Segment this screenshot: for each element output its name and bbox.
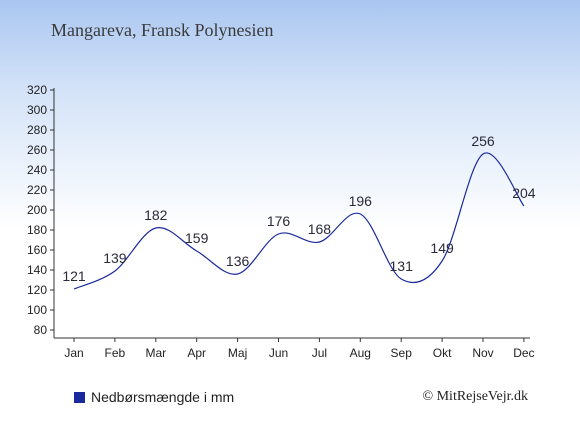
- data-label-maj: 136: [226, 253, 250, 269]
- y-tick-label: 260: [27, 143, 47, 157]
- y-axis-ticks: 80 100 120 140 160 180 200 220 240 260 280 300 320: [27, 83, 54, 337]
- chart-axes: [53, 88, 530, 339]
- y-tick-label: 160: [27, 243, 47, 257]
- data-label-apr: 159: [185, 230, 209, 246]
- y-tick-label: 300: [27, 103, 47, 117]
- data-label-mar: 182: [144, 207, 168, 223]
- series-line-nedbor: [73, 152, 525, 290]
- legend: Nedbørsmængde i mm: [74, 389, 234, 405]
- y-tick-label: 220: [27, 183, 47, 197]
- y-tick-label: 120: [27, 283, 47, 297]
- y-tick-label: 100: [27, 303, 47, 317]
- data-label-sep: 131: [390, 258, 414, 274]
- x-axis-ticks: Jan Feb Mar Apr Maj Jun Jul Aug Sep Okt Nov Dec: [64, 338, 535, 360]
- x-tick-label: Jul: [312, 346, 327, 360]
- chart-title: Mangareva, Fransk Polynesien: [51, 20, 274, 40]
- x-tick-label: Aug: [350, 346, 371, 360]
- data-label-dec: 204: [512, 185, 536, 201]
- x-tick-label: Nov: [472, 346, 493, 360]
- y-tick-label: 320: [27, 83, 47, 97]
- y-tick-label: 180: [27, 223, 47, 237]
- credit-text: © MitRejseVejr.dk: [422, 389, 528, 404]
- series-layer: [73, 152, 525, 290]
- legend-label: Nedbørsmængde i mm: [91, 389, 235, 405]
- data-label-okt: 149: [430, 240, 454, 256]
- x-tick-label: Mar: [145, 346, 166, 360]
- data-label-nov: 256: [471, 133, 495, 149]
- data-labels: 121 139 182 159 136 176 168 196 131 149 256 204: [62, 133, 535, 284]
- x-tick-label: Feb: [105, 346, 126, 360]
- x-tick-label: Dec: [513, 346, 534, 360]
- y-tick-label: 200: [27, 203, 47, 217]
- y-tick-label: 140: [27, 263, 47, 277]
- y-tick-label: 240: [27, 163, 47, 177]
- data-label-aug: 196: [349, 193, 373, 209]
- legend-swatch: [74, 391, 85, 403]
- data-label-jul: 168: [308, 221, 332, 237]
- x-tick-label: Sep: [391, 346, 413, 360]
- x-tick-label: Apr: [187, 346, 206, 360]
- data-label-jan: 121: [62, 268, 86, 284]
- x-tick-label: Okt: [433, 346, 452, 360]
- data-label-feb: 139: [103, 250, 127, 266]
- x-tick-label: Jun: [269, 346, 288, 360]
- x-tick-label: Maj: [228, 346, 247, 360]
- y-tick-label: 80: [34, 323, 48, 337]
- x-tick-label: Jan: [64, 346, 83, 360]
- y-tick-label: 280: [27, 123, 47, 137]
- data-label-jun: 176: [267, 213, 291, 229]
